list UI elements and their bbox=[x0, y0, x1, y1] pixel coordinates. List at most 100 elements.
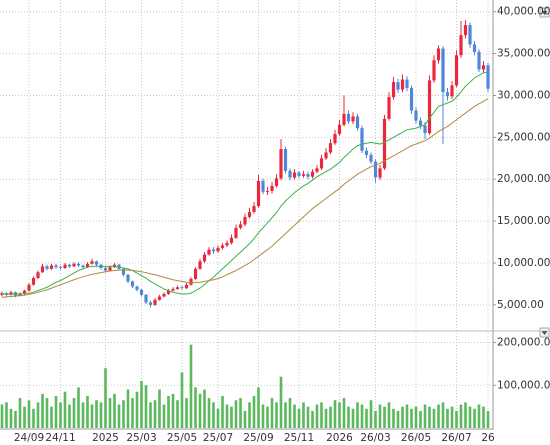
candle-body bbox=[81, 265, 85, 268]
volume-bar bbox=[185, 398, 188, 428]
candle-body bbox=[49, 265, 54, 269]
candle-body bbox=[414, 110, 418, 121]
volume-bar bbox=[122, 400, 125, 428]
volume-bar bbox=[410, 408, 413, 428]
volume-bar bbox=[198, 393, 202, 428]
candle-body bbox=[54, 265, 58, 268]
volume-bar bbox=[342, 398, 346, 428]
candle-body bbox=[283, 149, 288, 171]
volume-bar bbox=[329, 406, 332, 428]
volume-bar bbox=[338, 402, 341, 428]
y-tick-label: 200,000.00 bbox=[497, 337, 550, 349]
candle-body bbox=[247, 211, 252, 217]
candle-body bbox=[342, 113, 346, 125]
price-pane-toggle[interactable] bbox=[539, 7, 550, 18]
volume-bar bbox=[486, 410, 490, 428]
x-tick-label: 25/05 bbox=[167, 432, 197, 444]
volume-bar bbox=[387, 402, 391, 428]
candle-body bbox=[427, 80, 432, 134]
volume-bar bbox=[428, 406, 431, 428]
y-tick-label: 5,000.00 bbox=[497, 299, 544, 311]
candle-body bbox=[279, 149, 283, 179]
candle-body bbox=[76, 263, 81, 266]
candle-body bbox=[40, 266, 45, 273]
candle-body bbox=[126, 274, 130, 282]
volume-bar bbox=[221, 395, 224, 428]
candle-body bbox=[229, 237, 234, 243]
candle-body bbox=[135, 286, 139, 290]
y-tick-label: 100,000.00 bbox=[497, 379, 550, 391]
volume-bar bbox=[437, 404, 440, 428]
candle-body bbox=[373, 161, 378, 178]
volume-bar bbox=[423, 404, 427, 428]
candle-body bbox=[22, 290, 27, 294]
candle-body bbox=[274, 178, 279, 186]
x-tick-label: 25/07 bbox=[203, 432, 233, 444]
candle-body bbox=[130, 281, 135, 287]
candle-body bbox=[36, 272, 40, 279]
volume-bar bbox=[288, 398, 292, 428]
candle-body bbox=[252, 206, 256, 212]
y-tick-label: 30,000.00 bbox=[497, 89, 550, 101]
candle-body bbox=[436, 48, 441, 61]
volume-bar bbox=[315, 404, 319, 428]
candle-body bbox=[432, 60, 436, 81]
x-tick-label: 2025 bbox=[92, 432, 119, 444]
volume-bar bbox=[477, 404, 481, 428]
volume-bar bbox=[468, 406, 472, 428]
volume-bar bbox=[27, 400, 31, 428]
candle-body bbox=[360, 128, 364, 151]
volume-bar bbox=[131, 398, 134, 428]
candle-body bbox=[396, 82, 400, 90]
candle-body bbox=[391, 82, 396, 98]
volume-bar bbox=[302, 402, 305, 428]
volume-bar bbox=[86, 395, 89, 428]
x-tick-label: 2026 bbox=[326, 432, 353, 444]
volume-bar bbox=[104, 368, 107, 428]
volume-bar bbox=[239, 398, 242, 428]
volume-bar bbox=[473, 408, 476, 428]
candle-body bbox=[454, 55, 459, 86]
volume-bar bbox=[167, 395, 170, 428]
candle-body bbox=[346, 113, 351, 122]
candle-body bbox=[148, 302, 153, 305]
candle-body bbox=[58, 267, 63, 269]
volume-bar bbox=[248, 402, 251, 428]
candle-body bbox=[292, 172, 297, 178]
candle-body bbox=[477, 51, 481, 70]
volume-bar bbox=[464, 402, 467, 428]
candle-body bbox=[324, 152, 328, 159]
candle-body bbox=[310, 171, 315, 177]
candle-body bbox=[486, 65, 490, 89]
candle-body bbox=[405, 79, 409, 88]
volume-bar bbox=[90, 404, 94, 428]
candle-body bbox=[207, 249, 211, 255]
volume-bar bbox=[261, 404, 265, 428]
volume-bar bbox=[450, 406, 454, 428]
candle-body bbox=[121, 268, 126, 275]
moving-average-line bbox=[1, 98, 489, 298]
volume-bar bbox=[180, 372, 184, 428]
candle-body bbox=[351, 116, 355, 122]
volume-bar bbox=[77, 387, 80, 428]
volume-bar bbox=[401, 406, 404, 428]
y-tick-label: 15,000.00 bbox=[497, 215, 550, 227]
volume-bar bbox=[446, 408, 449, 428]
volume-bar bbox=[369, 400, 373, 428]
volume-bar bbox=[0, 404, 4, 428]
volume-bar bbox=[99, 402, 103, 428]
candle-body bbox=[171, 288, 175, 291]
volume-bar bbox=[149, 402, 152, 428]
volume-bar bbox=[374, 410, 377, 428]
volume-pane-toggle[interactable] bbox=[539, 327, 550, 338]
x-tick-label: 25/11 bbox=[284, 432, 314, 444]
volume-bar bbox=[419, 410, 422, 428]
x-tick-label: 25/09 bbox=[243, 432, 273, 444]
volume-bar bbox=[459, 404, 463, 428]
y-tick-label: 20,000.00 bbox=[497, 173, 550, 185]
candle-body bbox=[216, 247, 220, 252]
candle-body bbox=[202, 254, 207, 262]
candle-body bbox=[382, 118, 387, 169]
candle-body bbox=[18, 293, 22, 296]
volume-bar bbox=[432, 408, 436, 428]
